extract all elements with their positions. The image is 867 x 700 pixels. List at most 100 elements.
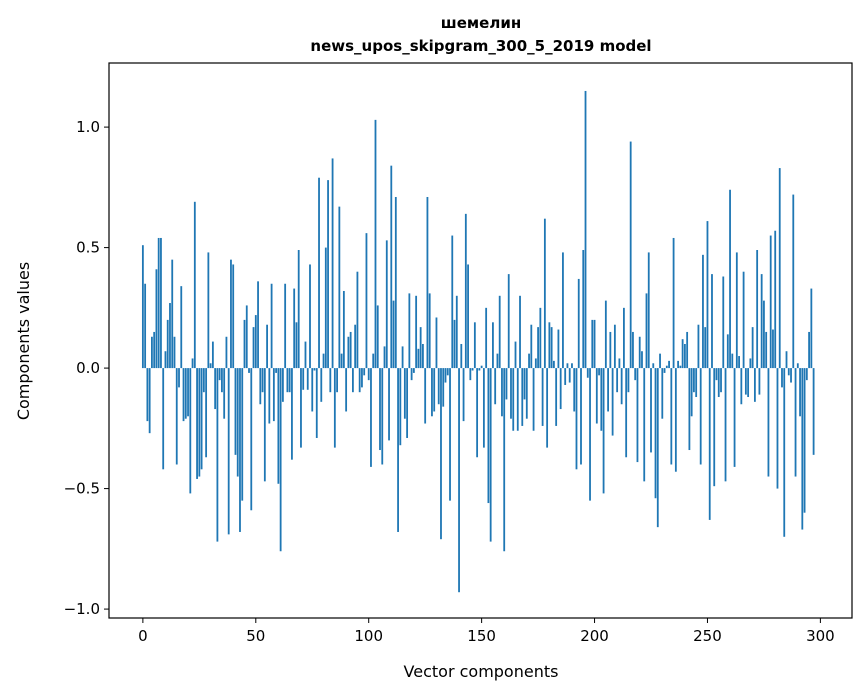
- bar-35: [221, 368, 223, 393]
- bar-109: [388, 368, 390, 441]
- bar-204: [602, 368, 605, 494]
- bar-235: [672, 237, 675, 369]
- bar-240: [683, 343, 686, 369]
- bar-144: [467, 264, 469, 369]
- bar-192: [575, 368, 578, 470]
- bar-30: [209, 363, 212, 369]
- bar-61: [279, 368, 282, 552]
- bar-94: [354, 324, 357, 369]
- bar-20: [187, 368, 189, 417]
- bar-268: [747, 368, 750, 398]
- bar-80: [322, 353, 325, 369]
- bar-56: [268, 368, 271, 424]
- bar-189: [568, 368, 571, 383]
- bar-1: [144, 283, 147, 369]
- bar-185: [559, 368, 562, 410]
- bar-274: [760, 274, 763, 369]
- x-tick-label: 0: [138, 627, 148, 645]
- bar-177: [541, 368, 544, 426]
- bar-263: [735, 252, 738, 369]
- bar-252: [711, 274, 713, 369]
- bar-47: [248, 368, 250, 373]
- bar-103: [374, 119, 377, 369]
- bar-154: [489, 368, 492, 542]
- bar-6: [155, 269, 158, 369]
- bar-286: [787, 368, 790, 376]
- bar-13: [171, 259, 174, 369]
- bar-289: [794, 368, 797, 477]
- bar-92: [349, 331, 352, 369]
- bar-110: [390, 165, 393, 369]
- bar-179: [546, 368, 549, 448]
- y-axis-label: Components values: [14, 262, 33, 420]
- bar-129: [433, 368, 436, 412]
- bar-260: [729, 189, 731, 369]
- bar-46: [245, 305, 248, 369]
- bar-121: [415, 295, 418, 369]
- bar-141: [460, 343, 463, 369]
- bar-88: [340, 353, 343, 369]
- bar-267: [744, 368, 747, 395]
- bar-52: [259, 368, 262, 405]
- bar-224: [647, 252, 650, 369]
- bar-139: [455, 295, 458, 369]
- bar-198: [589, 368, 591, 501]
- bar-223: [645, 293, 648, 369]
- bar-269: [749, 358, 752, 369]
- bar-115: [401, 346, 404, 369]
- bar-191: [573, 368, 576, 412]
- bar-58: [272, 368, 275, 422]
- bar-60: [277, 368, 280, 484]
- bar-8: [160, 237, 162, 369]
- bar-205: [604, 300, 607, 369]
- bar-63: [284, 283, 287, 369]
- bar-127: [428, 293, 431, 369]
- bar-229: [659, 353, 661, 369]
- x-axis-label: Vector components: [404, 662, 559, 681]
- bar-253: [713, 368, 716, 487]
- bar-105: [379, 368, 381, 451]
- bar-68: [295, 322, 298, 369]
- bar-119: [410, 368, 413, 381]
- bar-202: [598, 368, 600, 376]
- bar-210: [616, 368, 619, 393]
- bar-201: [595, 368, 598, 424]
- bar-170: [525, 368, 528, 419]
- bar-272: [756, 250, 759, 369]
- bar-15: [175, 368, 178, 465]
- bar-295: [808, 331, 810, 369]
- bar-62: [281, 368, 284, 402]
- bars-group: [141, 90, 815, 593]
- bar-236: [674, 368, 677, 472]
- bar-247: [699, 368, 702, 465]
- bar-11: [166, 319, 169, 369]
- bar-114: [399, 368, 402, 446]
- bar-184: [557, 329, 560, 369]
- bar-243: [690, 368, 693, 417]
- bar-75: [311, 368, 314, 412]
- bar-83: [329, 368, 332, 393]
- bar-64: [286, 368, 289, 393]
- bar-100: [367, 368, 370, 381]
- bar-174: [534, 358, 537, 369]
- bar-238: [679, 365, 682, 369]
- bar-163: [510, 368, 512, 419]
- bar-208: [611, 368, 614, 436]
- bar-131: [437, 368, 440, 405]
- bar-167: [519, 295, 521, 369]
- bar-29: [207, 252, 210, 369]
- bar-297: [812, 368, 815, 455]
- bar-279: [772, 329, 774, 369]
- bar-200: [593, 319, 596, 369]
- bar-93: [351, 368, 354, 393]
- bar-218: [634, 368, 637, 381]
- bar-73: [306, 368, 309, 390]
- bar-123: [419, 327, 422, 369]
- bar-296: [810, 288, 813, 369]
- bar-161: [505, 368, 508, 400]
- bar-77: [315, 368, 318, 438]
- bar-101: [370, 368, 372, 467]
- bar-156: [494, 368, 497, 405]
- bar-207: [609, 331, 612, 369]
- bar-188: [566, 363, 569, 369]
